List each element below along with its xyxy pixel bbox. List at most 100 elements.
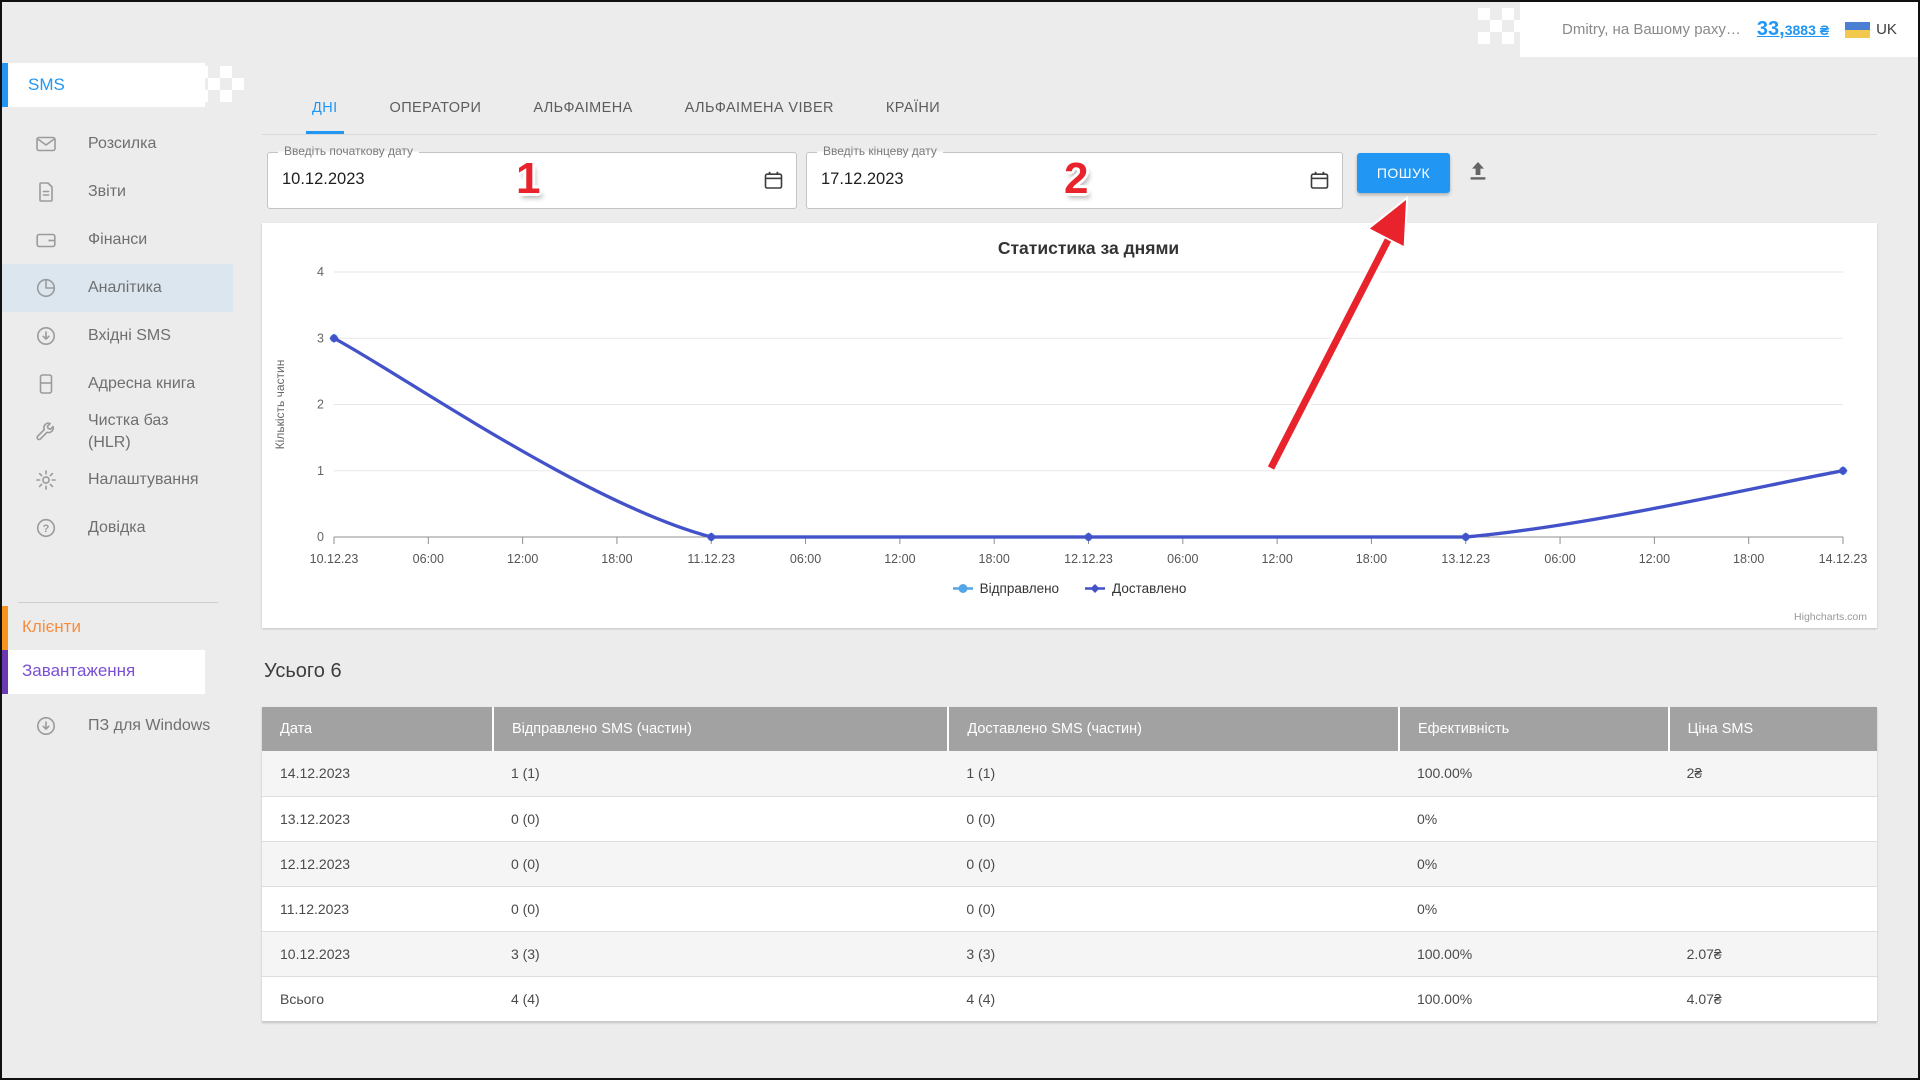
table-cell: 1 (1) xyxy=(492,751,949,797)
table-cell: 3 (3) xyxy=(948,931,1399,977)
svg-text:06:00: 06:00 xyxy=(1544,552,1575,566)
table-cell: 0 (0) xyxy=(948,841,1399,887)
table-cell xyxy=(1668,841,1877,887)
sidebar-item-label: Фінанси xyxy=(88,231,148,248)
user-balance-text: Dmitry, на Вашому раху… xyxy=(1562,21,1741,38)
balance-frac: 3883 ₴ xyxy=(1784,22,1830,38)
svg-text:06:00: 06:00 xyxy=(790,552,821,566)
sidebar-item-label: Звіти xyxy=(88,183,126,200)
table-row: Всього 4 (4) 4 (4) 100.00% 4.07₴ xyxy=(262,976,1877,1022)
end-date-field[interactable]: Введіть кінцеву дату 17.12.2023 xyxy=(806,144,1343,209)
svg-text:18:00: 18:00 xyxy=(1356,552,1387,566)
chart-legend: Відправлено Доставлено xyxy=(262,581,1877,596)
tab-альфаімена-viber[interactable]: АЛЬФАІМЕНА VIBER xyxy=(684,100,834,116)
language-label: UK xyxy=(1876,21,1897,38)
analytics-tabs: ДНІ ОПЕРАТОРИ АЛЬФАІМЕНА АЛЬФАІМЕНА VIBER КР… xyxy=(262,95,1877,135)
table-cell: 3 (3) xyxy=(492,931,949,977)
report-icon xyxy=(34,180,58,204)
sidebar-section-sms[interactable]: SMS xyxy=(2,63,205,107)
export-button[interactable] xyxy=(1466,159,1490,186)
statistics-chart-svg: 0 1 2 3 4 10.12.23 06:00 12:00 18:00 11.12.23 06:0… xyxy=(273,238,1868,566)
svg-text:11.12.23: 11.12.23 xyxy=(687,552,735,566)
sidebar-item-label: Довідка xyxy=(88,519,146,536)
svg-text:3: 3 xyxy=(317,331,324,345)
sidebar-item-pie[interactable]: Аналітика xyxy=(2,264,233,312)
svg-text:12:00: 12:00 xyxy=(1261,552,1292,566)
table-cell: 14.12.2023 xyxy=(262,751,493,797)
highcharts-credit[interactable]: Highcharts.com xyxy=(1794,611,1867,623)
sidebar-item-book[interactable]: Адресна книга xyxy=(2,360,233,408)
table-cell: 100.00% xyxy=(1398,931,1669,977)
table-cell: 0 (0) xyxy=(492,886,949,932)
table-cell: 1 (1) xyxy=(948,751,1399,797)
tab-оператори[interactable]: ОПЕРАТОРИ xyxy=(389,100,482,116)
col-header: Доставлено SMS (частин) xyxy=(948,707,1400,751)
calendar-icon[interactable] xyxy=(1310,171,1329,195)
sidebar-item-report[interactable]: Звіти xyxy=(2,168,233,216)
active-section-bar xyxy=(2,63,8,107)
calendar-icon[interactable] xyxy=(764,171,783,195)
search-button[interactable]: ПОШУК xyxy=(1357,153,1450,193)
table-cell: 0% xyxy=(1398,886,1669,932)
table-cell: 4.07₴ xyxy=(1668,976,1877,1022)
sidebar-item-envelope[interactable]: Розсилка xyxy=(2,120,233,168)
sidebar-section-downloads[interactable]: Завантаження xyxy=(2,650,205,694)
start-date-field[interactable]: Введіть початкову дату 10.12.2023 xyxy=(267,144,797,209)
svg-text:4: 4 xyxy=(317,265,324,279)
table-cell: 10.12.2023 xyxy=(262,931,493,977)
legend-marker xyxy=(1085,584,1106,593)
end-date-label: Введіть кінцеву дату xyxy=(817,144,943,158)
svg-text:13.12.23: 13.12.23 xyxy=(1441,552,1490,566)
sidebar-item-label: Чистка баз (HLR) xyxy=(88,412,169,451)
sidebar-item-gear[interactable]: Налаштування xyxy=(2,456,233,504)
wallet-icon xyxy=(34,228,58,252)
sidebar-item-wrench[interactable]: Чистка баз (HLR) xyxy=(2,408,233,456)
pixel-decoration xyxy=(196,66,208,78)
sidebar-item-label: Розсилка xyxy=(88,135,157,152)
gear-icon xyxy=(34,468,58,492)
sidebar-section-clients[interactable]: Клієнти xyxy=(2,606,205,650)
table-cell: 0% xyxy=(1398,841,1669,887)
sidebar-item-inbox[interactable]: Вхідні SMS xyxy=(2,312,233,360)
start-date-value[interactable]: 10.12.2023 xyxy=(282,170,365,188)
tab-дні[interactable]: ДНІ xyxy=(306,100,344,134)
svg-text:1: 1 xyxy=(317,464,324,478)
stats-table: Дата Відправлено SMS (частин) Доставлено S… xyxy=(262,707,1877,1022)
svg-text:12:00: 12:00 xyxy=(1639,552,1670,566)
table-cell: 11.12.2023 xyxy=(262,886,493,932)
ukraine-flag-icon xyxy=(1845,21,1871,38)
language-selector[interactable]: UK xyxy=(1845,21,1897,38)
stats-table-head: Дата Відправлено SMS (частин) Доставлено S… xyxy=(262,707,1877,751)
clients-label: Клієнти xyxy=(22,617,81,636)
balance-link[interactable]: 33,3883 ₴ xyxy=(1757,18,1829,41)
sidebar-item-label: Вхідні SMS xyxy=(88,327,171,344)
sidebar-item-question[interactable]: ? Довідка xyxy=(2,504,233,552)
annotation-step-1: 1 xyxy=(516,154,541,203)
sidebar-menu: Розсилка Звіти Фінанси Аналітика Вхідні SMS А… xyxy=(2,120,233,552)
end-date-value[interactable]: 17.12.2023 xyxy=(821,170,904,188)
legend-label: Доставлено xyxy=(1112,581,1187,596)
sidebar-windows-app: ПЗ для Windows xyxy=(2,702,233,750)
downloads-label: Завантаження xyxy=(22,661,136,680)
table-cell: 0 (0) xyxy=(948,886,1399,932)
table-cell xyxy=(1668,886,1877,932)
table-cell: 0 (0) xyxy=(492,796,949,842)
table-cell: 12.12.2023 xyxy=(262,841,493,887)
svg-text:14.12.23: 14.12.23 xyxy=(1819,552,1868,566)
total-heading: Усього 6 xyxy=(264,660,342,682)
legend-item[interactable]: Доставлено xyxy=(1085,581,1186,596)
tab-країни[interactable]: КРАЇНИ xyxy=(885,100,941,116)
sidebar-item-wallet[interactable]: Фінанси xyxy=(2,216,233,264)
svg-text:18:00: 18:00 xyxy=(1733,552,1764,566)
tab-альфаімена[interactable]: АЛЬФАІМЕНА xyxy=(533,100,633,116)
table-cell: 4 (4) xyxy=(492,976,949,1022)
legend-item[interactable]: Відправлено xyxy=(952,581,1059,596)
sidebar-item-label: Налаштування xyxy=(88,471,199,488)
table-row: 14.12.2023 1 (1) 1 (1) 100.00% 2₴ xyxy=(262,751,1877,797)
question-icon: ? xyxy=(34,516,58,540)
inbox-icon xyxy=(34,324,58,348)
sidebar-item-windows-app[interactable]: ПЗ для Windows xyxy=(2,702,233,750)
table-cell: 0 (0) xyxy=(948,796,1399,842)
table-cell: 100.00% xyxy=(1398,751,1669,797)
sidebar-item-label: Аналітика xyxy=(88,279,162,296)
